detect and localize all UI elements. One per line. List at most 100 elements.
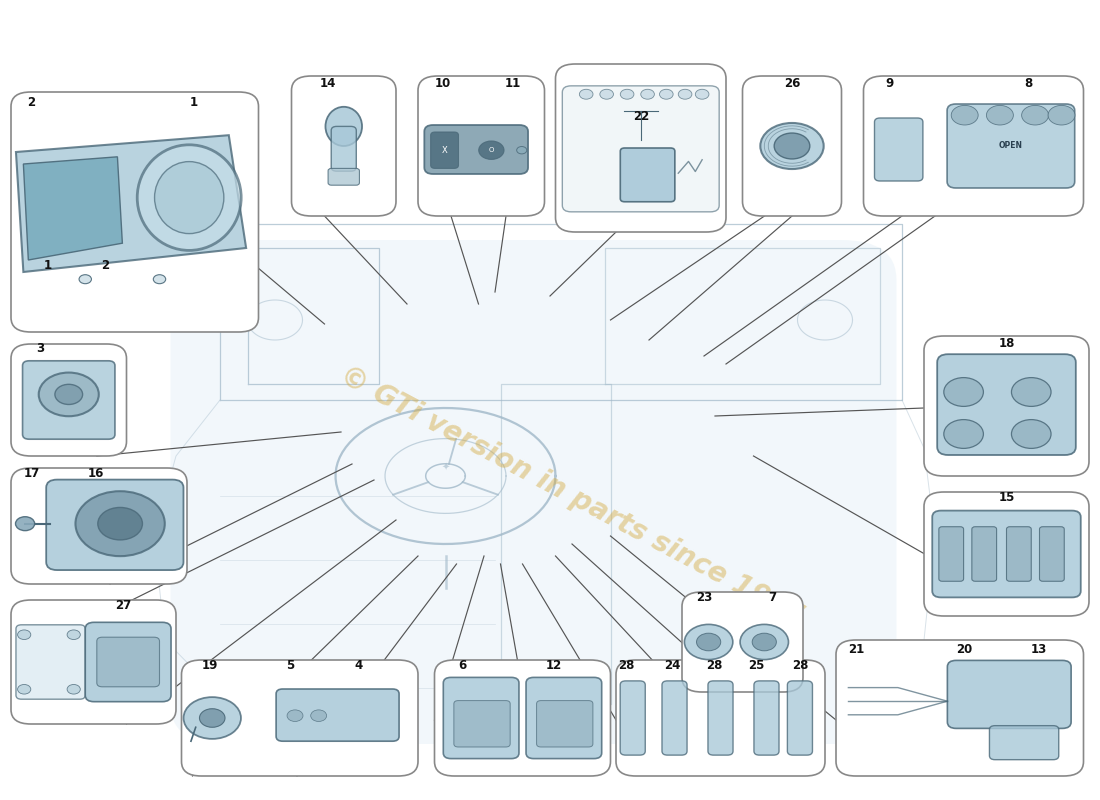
Text: 23: 23 xyxy=(695,591,712,604)
FancyBboxPatch shape xyxy=(182,660,418,776)
FancyBboxPatch shape xyxy=(328,168,360,186)
FancyBboxPatch shape xyxy=(616,660,825,776)
Circle shape xyxy=(760,123,824,169)
FancyBboxPatch shape xyxy=(331,126,356,171)
FancyBboxPatch shape xyxy=(620,681,646,755)
Circle shape xyxy=(952,106,978,125)
FancyBboxPatch shape xyxy=(562,86,719,212)
Text: 27: 27 xyxy=(116,599,131,613)
FancyBboxPatch shape xyxy=(1006,526,1032,582)
Circle shape xyxy=(620,90,634,99)
FancyBboxPatch shape xyxy=(46,480,184,570)
FancyBboxPatch shape xyxy=(22,361,115,439)
Circle shape xyxy=(15,517,35,530)
Circle shape xyxy=(1048,106,1075,125)
Text: © GTi version in parts since 1985: © GTi version in parts since 1985 xyxy=(336,362,808,630)
Text: 24: 24 xyxy=(664,658,681,672)
Text: 10: 10 xyxy=(436,77,451,90)
Ellipse shape xyxy=(154,162,224,234)
FancyBboxPatch shape xyxy=(11,92,258,332)
Circle shape xyxy=(39,373,99,416)
Circle shape xyxy=(184,697,241,739)
FancyBboxPatch shape xyxy=(682,592,803,692)
Text: 15: 15 xyxy=(999,491,1014,504)
FancyBboxPatch shape xyxy=(874,118,923,181)
Ellipse shape xyxy=(326,106,362,146)
FancyBboxPatch shape xyxy=(11,468,187,584)
FancyBboxPatch shape xyxy=(434,660,610,776)
FancyBboxPatch shape xyxy=(990,726,1058,760)
FancyBboxPatch shape xyxy=(788,681,813,755)
Polygon shape xyxy=(23,157,122,260)
Circle shape xyxy=(153,274,166,284)
Circle shape xyxy=(199,709,226,727)
Circle shape xyxy=(987,106,1013,125)
Text: 2: 2 xyxy=(26,96,35,109)
Circle shape xyxy=(944,419,983,448)
FancyBboxPatch shape xyxy=(556,64,726,232)
Circle shape xyxy=(79,274,91,284)
Text: 11: 11 xyxy=(505,77,521,90)
FancyBboxPatch shape xyxy=(947,661,1071,728)
Text: 21: 21 xyxy=(848,643,864,656)
Circle shape xyxy=(695,90,710,99)
Circle shape xyxy=(517,146,527,154)
FancyBboxPatch shape xyxy=(292,76,396,216)
Text: 16: 16 xyxy=(87,466,103,479)
FancyBboxPatch shape xyxy=(418,76,544,216)
Circle shape xyxy=(310,710,327,722)
FancyBboxPatch shape xyxy=(662,681,688,755)
FancyBboxPatch shape xyxy=(431,132,459,168)
Circle shape xyxy=(660,90,673,99)
Circle shape xyxy=(1012,419,1050,448)
Circle shape xyxy=(696,634,720,651)
Text: 22: 22 xyxy=(632,110,649,122)
FancyBboxPatch shape xyxy=(11,600,176,724)
Circle shape xyxy=(55,384,82,405)
Circle shape xyxy=(287,710,303,722)
Circle shape xyxy=(1012,378,1050,406)
FancyBboxPatch shape xyxy=(526,678,602,758)
Polygon shape xyxy=(15,135,246,272)
Text: 9: 9 xyxy=(886,77,894,90)
Circle shape xyxy=(944,378,983,406)
Text: 28: 28 xyxy=(618,658,635,672)
FancyBboxPatch shape xyxy=(937,354,1076,455)
FancyBboxPatch shape xyxy=(443,678,519,758)
FancyBboxPatch shape xyxy=(932,510,1080,598)
Circle shape xyxy=(67,630,80,639)
FancyBboxPatch shape xyxy=(620,148,674,202)
FancyBboxPatch shape xyxy=(537,701,593,747)
Text: 14: 14 xyxy=(320,77,337,90)
FancyBboxPatch shape xyxy=(939,526,964,582)
FancyBboxPatch shape xyxy=(15,625,86,699)
FancyBboxPatch shape xyxy=(972,526,997,582)
FancyBboxPatch shape xyxy=(86,622,172,702)
Text: 28: 28 xyxy=(792,658,808,672)
FancyBboxPatch shape xyxy=(708,681,733,755)
Text: 20: 20 xyxy=(957,643,972,656)
FancyBboxPatch shape xyxy=(924,336,1089,476)
Circle shape xyxy=(580,90,593,99)
Text: 7: 7 xyxy=(769,591,777,604)
Circle shape xyxy=(478,141,504,159)
FancyBboxPatch shape xyxy=(97,637,160,686)
Text: O: O xyxy=(488,147,494,154)
Text: 28: 28 xyxy=(706,658,723,672)
Text: 25: 25 xyxy=(748,658,764,672)
Text: 18: 18 xyxy=(999,337,1014,350)
Text: 5: 5 xyxy=(286,658,295,672)
Circle shape xyxy=(679,90,692,99)
Text: 2: 2 xyxy=(101,259,109,272)
Text: 1: 1 xyxy=(44,259,52,272)
Ellipse shape xyxy=(138,145,241,250)
Circle shape xyxy=(67,685,80,694)
Text: 4: 4 xyxy=(355,658,363,672)
FancyBboxPatch shape xyxy=(276,689,399,741)
Text: 19: 19 xyxy=(201,658,218,672)
FancyBboxPatch shape xyxy=(11,344,127,456)
Text: 8: 8 xyxy=(1024,77,1033,90)
Circle shape xyxy=(18,685,31,694)
Text: 6: 6 xyxy=(459,658,466,672)
FancyBboxPatch shape xyxy=(836,640,1084,776)
